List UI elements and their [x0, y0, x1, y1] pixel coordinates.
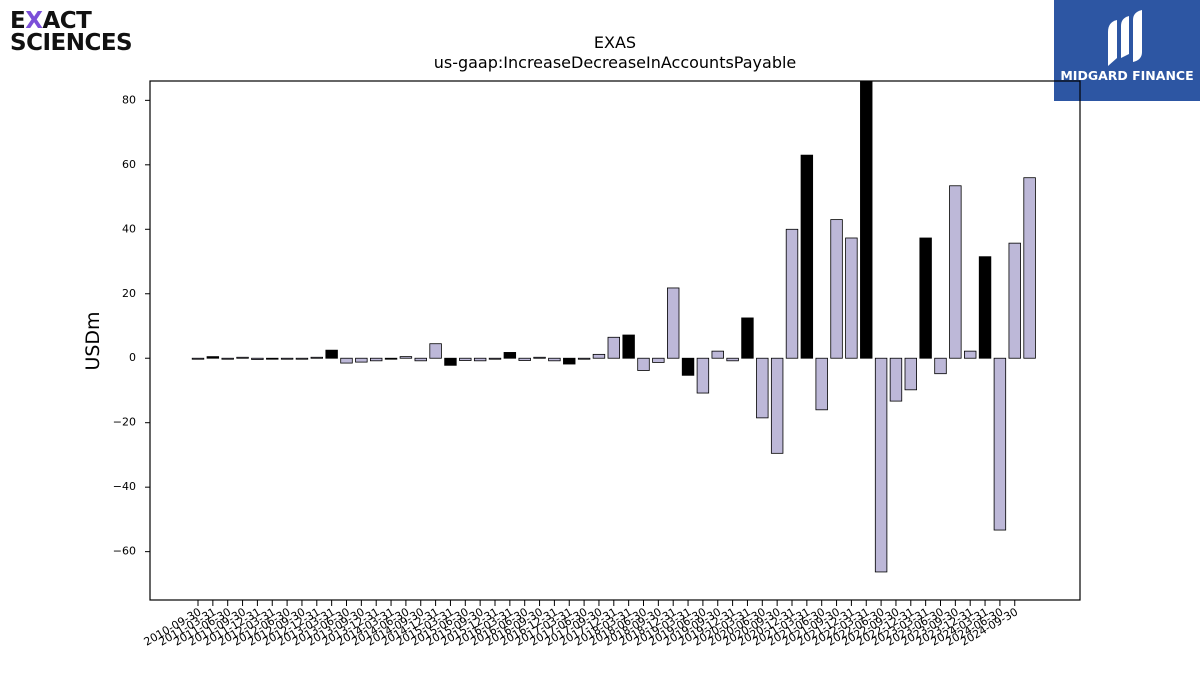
midgard-finance-logo: MIDGARD FINANCE	[1054, 0, 1200, 101]
bar-2013-12-31	[384, 357, 398, 360]
bar-2017-12-31	[622, 334, 635, 359]
bar-2016-06-30	[533, 356, 546, 359]
bar-2011-09-30	[251, 357, 264, 360]
bar-2014-12-31	[444, 357, 457, 366]
logo-line-1: EXACT	[10, 8, 140, 34]
y-tick-label: −40	[113, 480, 136, 493]
y-tick-label: −20	[113, 416, 136, 429]
bar-2017-03-31	[577, 357, 591, 360]
logo-letter-x: X	[25, 8, 43, 34]
y-tick-label: 80	[122, 93, 136, 106]
bar-2011-06-30	[236, 356, 249, 359]
bar-2024-06-30	[1008, 242, 1021, 359]
bar-2022-03-31	[874, 357, 888, 573]
bar-2015-06-30	[473, 357, 487, 362]
bar-2020-09-30	[785, 228, 799, 359]
x-ticks-group: 2010-09-302011-03-312011-06-302011-09-30…	[142, 600, 1020, 649]
bar-2012-06-30	[295, 357, 309, 360]
bar-2015-12-31	[503, 352, 517, 359]
exact-sciences-logo: EXACT SCIENCES	[10, 10, 140, 56]
bar-2023-12-31	[978, 256, 992, 359]
bar-2016-03-31	[518, 357, 531, 361]
bar-2012-12-31	[325, 349, 338, 359]
bar-2019-12-31	[741, 317, 754, 359]
bar-2018-12-31	[681, 357, 695, 376]
bar-2017-09-30	[607, 336, 621, 359]
bar-2021-06-30	[830, 219, 843, 359]
y-tick-label: −60	[113, 545, 136, 558]
bar-2014-03-31	[399, 356, 413, 359]
bar-2019-09-30	[726, 357, 739, 362]
bar-2013-09-30	[369, 357, 383, 362]
bar-2022-09-30	[904, 357, 918, 391]
y-axis-label: USDm	[82, 311, 104, 370]
bar-2021-03-31	[815, 357, 828, 411]
bar-2020-06-30	[770, 357, 784, 454]
bar-2020-03-31	[756, 357, 769, 419]
bar-2024-09-30	[1023, 177, 1036, 359]
bar-2014-06-30	[414, 357, 427, 362]
bar-2019-06-30	[711, 350, 724, 359]
logo-line-2: SCIENCES	[10, 30, 133, 56]
logo-letters-act: ACT	[42, 8, 92, 34]
bar-2010-09-30	[191, 357, 205, 360]
bar-2017-06-30	[592, 353, 606, 359]
bar-2020-12-31	[800, 154, 814, 359]
midgard-logo-text: MIDGARD FINANCE	[1060, 68, 1194, 83]
bar-2015-09-30	[488, 357, 502, 360]
bar-2018-03-31	[637, 357, 650, 371]
bar-2016-09-30	[548, 357, 561, 362]
bars-group	[191, 80, 1036, 573]
y-ticks-group: 80 60 40 20 0 −20 −40 −60	[113, 93, 150, 558]
bar-2021-12-31	[860, 80, 873, 359]
bar-2019-03-31	[696, 357, 710, 394]
bar-2023-06-30	[949, 185, 962, 359]
bar-2021-09-30	[845, 237, 858, 359]
logo-letter-e: E	[10, 8, 26, 34]
bar-2015-03-31	[459, 357, 472, 361]
bar-2018-09-30	[667, 287, 680, 359]
bar-2014-09-30	[429, 343, 442, 359]
y-tick-label: 40	[122, 222, 136, 235]
chart-title: EXAS	[594, 33, 636, 52]
bar-2024-03-31	[993, 357, 1007, 531]
chart-subtitle: us-gaap:IncreaseDecreaseInAccountsPayabl…	[434, 53, 797, 72]
plot-frame	[149, 80, 1081, 601]
bar-2022-12-31	[919, 237, 932, 359]
bar-2018-06-30	[652, 357, 665, 363]
bar-2012-09-30	[310, 356, 324, 359]
y-tick-label: 60	[122, 158, 136, 171]
y-tick-label: 20	[122, 287, 136, 300]
bar-2013-06-30	[355, 357, 368, 363]
bar-2012-03-31	[280, 357, 294, 360]
bar-2023-03-31	[934, 357, 947, 375]
bar-2010-12-31	[206, 356, 220, 359]
y-tick-label: 0	[129, 351, 136, 364]
midgard-emblem-icon	[1108, 10, 1142, 66]
bar-2011-12-31	[266, 357, 279, 360]
bar-2016-12-31	[563, 357, 576, 365]
bar-2023-09-30	[964, 350, 977, 359]
bar-2013-03-31	[340, 357, 353, 364]
bar-2022-06-30	[889, 357, 903, 402]
bar-2011-03-31	[221, 357, 234, 360]
